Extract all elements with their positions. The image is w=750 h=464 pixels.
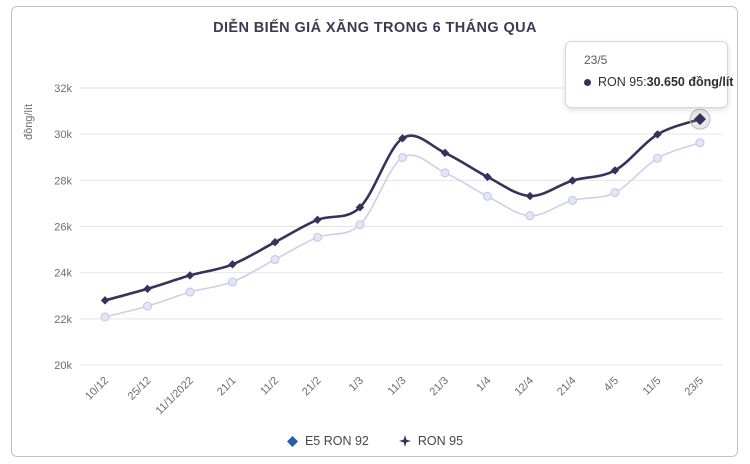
x-tick-label: 23/5 (682, 375, 706, 399)
tooltip-date: 23/5 (584, 53, 608, 67)
data-point[interactable] (653, 130, 662, 139)
tooltip-series-dot-icon (584, 78, 591, 86)
y-tick-label: 32k (54, 83, 72, 95)
tooltip: 23/5 RON 95: 30.650 đồng/lít (565, 41, 733, 108)
tooltip-series-row: RON 95: 30.650 đồng/lít (584, 75, 733, 89)
data-point[interactable] (143, 284, 152, 294)
data-point[interactable] (100, 312, 110, 322)
data-point[interactable] (228, 260, 237, 269)
x-tick-label: 21/4 (555, 375, 579, 399)
data-point[interactable] (610, 188, 620, 198)
data-point[interactable] (398, 152, 407, 162)
x-tick-label: 12/4 (512, 375, 536, 399)
x-tick-label: 21/3 (427, 375, 451, 399)
legend-label: E5 RON 92 (304, 434, 369, 448)
y-tick-label: 26k (54, 222, 72, 234)
x-tick-label: 21/1 (215, 375, 239, 399)
x-tick-label: 11/2 (258, 375, 281, 398)
legend-label: RON 95 (417, 434, 464, 448)
x-tick-label: 1/3 (347, 375, 366, 394)
data-point[interactable] (525, 191, 535, 201)
data-point[interactable] (653, 153, 662, 163)
y-tick-label: 24k (54, 268, 72, 280)
diamond-marker-icon (286, 435, 298, 447)
data-point[interactable] (695, 138, 705, 148)
data-point[interactable] (568, 176, 577, 185)
legend: E5 RON 92 RON 95 (0, 434, 750, 448)
y-tick-label: 22k (54, 314, 72, 326)
data-point[interactable] (440, 168, 450, 178)
x-tick-label: 4/5 (602, 375, 621, 394)
data-point[interactable] (100, 296, 110, 305)
data-point[interactable] (185, 287, 195, 297)
x-tick-label: 11/3 (386, 375, 409, 398)
chart-title: DIỄN BIẾN GIÁ XĂNG TRONG 6 THÁNG QUA (213, 20, 537, 36)
tooltip-value: 30.650 đồng/lít (646, 75, 734, 89)
data-point[interactable] (483, 172, 492, 182)
data-point[interactable] (525, 211, 535, 221)
x-tick-label: 21/2 (300, 375, 324, 399)
data-point[interactable] (483, 191, 492, 201)
data-point[interactable] (270, 237, 280, 247)
data-point[interactable] (313, 232, 322, 242)
data-point[interactable] (313, 215, 322, 225)
data-point[interactable] (270, 255, 280, 265)
tooltip-series-label: RON 95: (598, 75, 647, 89)
legend-item-ron-95[interactable]: RON 95 (398, 434, 464, 448)
x-tick-label: 1/4 (474, 375, 493, 394)
x-tick-label: 11/5 (641, 375, 664, 398)
x-tick-label: 10/12 (83, 375, 111, 403)
data-point[interactable] (185, 271, 195, 280)
data-point[interactable] (398, 134, 407, 143)
data-point[interactable] (610, 166, 620, 175)
y-tick-label: 30k (54, 129, 72, 141)
data-point[interactable] (355, 220, 365, 230)
y-tick-label: 20k (54, 360, 72, 372)
x-tick-label: 11/1/2022 (154, 375, 197, 418)
data-point[interactable] (568, 195, 577, 205)
data-point[interactable] (355, 203, 365, 212)
data-point[interactable] (228, 277, 237, 287)
x-tick-label: 25/12 (126, 375, 154, 403)
highlighted-data-point[interactable] (694, 113, 706, 126)
series-line-ron-95 (104, 117, 701, 302)
legend-item-e5-ron-92[interactable]: E5 RON 92 (286, 434, 369, 448)
data-point[interactable] (440, 148, 450, 158)
data-point[interactable] (143, 301, 152, 311)
y-tick-label: 28k (54, 175, 72, 187)
star-marker-icon (398, 435, 411, 447)
y-axis-title: đồng/lít (23, 104, 35, 140)
